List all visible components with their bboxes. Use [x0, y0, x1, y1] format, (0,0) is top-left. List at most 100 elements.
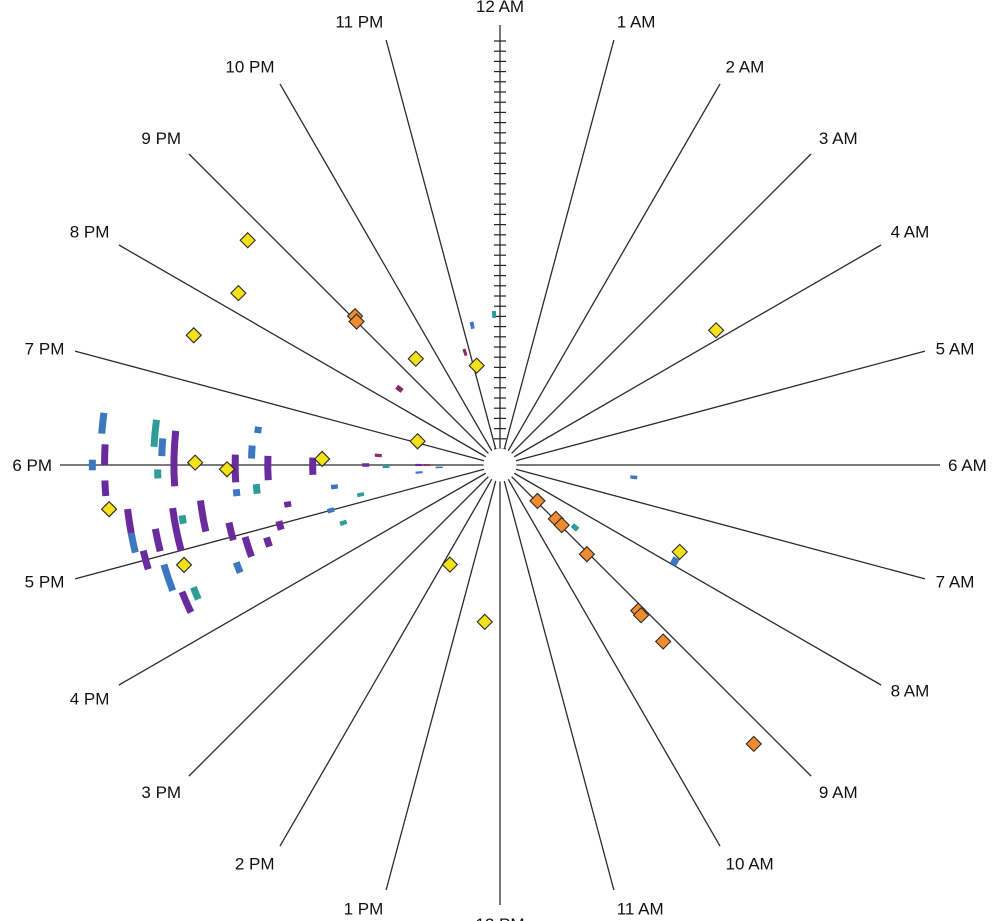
- arc-segment: [169, 507, 185, 552]
- arc-segment: [462, 348, 468, 357]
- arc-segment: [395, 384, 404, 393]
- hour-label: 7 PM: [25, 339, 65, 358]
- hour-label: 7 AM: [936, 573, 975, 592]
- diamond-marker: [239, 231, 256, 249]
- hour-labels: 12 AM 1 AM 2 AM 3 AM 4 AM 5 AM 6 AM 7 AM 8 AM 9 A…: [12, 0, 986, 921]
- arc-segment: [124, 508, 135, 534]
- hour-label: 8 AM: [891, 682, 930, 701]
- arc-segment: [263, 536, 273, 548]
- arc-segment: [225, 521, 237, 542]
- hour-label: 1 PM: [344, 900, 384, 919]
- hour-line: [513, 472, 882, 686]
- hour-label: 6 PM: [12, 456, 52, 475]
- arc-segment: [151, 528, 164, 553]
- arc-segment: [232, 561, 244, 574]
- hour-line: [503, 480, 615, 891]
- arc-segment: [330, 484, 339, 490]
- hour-line: [507, 478, 721, 847]
- arc-segment: [241, 535, 255, 558]
- diamond-marker: [218, 461, 236, 478]
- arc-segment: [339, 519, 348, 527]
- center-circle: [483, 448, 517, 482]
- arc-segment: [178, 514, 187, 525]
- hour-line: [188, 153, 490, 455]
- diamond-marker: [230, 284, 247, 302]
- hour-line: [507, 83, 721, 452]
- arc-segment: [326, 507, 335, 514]
- arc-segment: [98, 412, 108, 434]
- diamond-marker: [745, 735, 763, 753]
- hour-line: [279, 478, 493, 847]
- hour-label: 6 AM: [948, 456, 987, 475]
- hour-label: 3 PM: [141, 783, 181, 802]
- diamond-marker: [707, 321, 725, 339]
- hour-line: [118, 244, 487, 458]
- arc-segment: [275, 520, 285, 531]
- diamond-marker: [407, 350, 425, 368]
- arc-segment: [101, 480, 110, 497]
- hour-line: [118, 472, 487, 686]
- arc-segment: [170, 430, 180, 487]
- diamond-marker: [441, 556, 459, 573]
- hour-label: 12 PM: [475, 915, 524, 921]
- arc-segment: [127, 532, 139, 554]
- hour-label: 5 PM: [25, 573, 65, 592]
- arc-segment: [150, 419, 160, 448]
- hour-label: 5 AM: [936, 339, 975, 358]
- diamond-marker: [468, 357, 485, 374]
- hour-line: [385, 39, 497, 450]
- hour-label: 11 PM: [335, 12, 383, 31]
- arc-segment: [669, 556, 680, 567]
- hour-label: 2 AM: [726, 57, 765, 76]
- hour-label: 4 AM: [891, 223, 930, 242]
- arc-segment: [231, 454, 240, 483]
- hour-label: 12 AM: [476, 0, 524, 16]
- hour-line: [385, 480, 497, 891]
- diamond-marker: [186, 454, 204, 471]
- arc-segment: [197, 500, 210, 533]
- diamond-marker: [654, 633, 672, 650]
- hour-label: 3 AM: [819, 129, 858, 148]
- hour-label: 11 AM: [617, 900, 664, 919]
- arc-segment: [469, 321, 475, 330]
- hour-line: [510, 153, 812, 455]
- arc-segment: [160, 563, 176, 592]
- radial-axis-ticks: [494, 40, 506, 450]
- arc-segment: [232, 488, 241, 497]
- diamond-marker: [578, 545, 596, 563]
- diamond-marker: [100, 500, 118, 518]
- diamond-marker: [175, 556, 193, 574]
- diamond-marker: [348, 313, 365, 330]
- diamond-markers: [100, 231, 763, 753]
- arc-segment: [190, 586, 202, 601]
- arc-segment: [283, 500, 292, 508]
- hour-line: [513, 244, 882, 458]
- diamond-marker: [529, 492, 546, 510]
- arc-segment: [158, 438, 167, 457]
- diamond-marker: [185, 327, 202, 344]
- diamond-marker: [476, 613, 494, 631]
- hour-label: 9 PM: [141, 129, 181, 148]
- arc-segment: [356, 492, 365, 498]
- arc-segment: [252, 483, 261, 495]
- hour-label: 9 AM: [819, 783, 858, 802]
- hour-line: [74, 350, 485, 462]
- diamond-marker: [632, 606, 650, 624]
- hour-label: 2 PM: [235, 855, 275, 874]
- diamond-marker: [313, 450, 331, 468]
- arc-segment: [248, 445, 256, 459]
- arc-segment: [101, 444, 109, 466]
- diamond-marker: [671, 543, 688, 561]
- hour-line: [515, 468, 926, 580]
- arc-marks: [88, 310, 680, 614]
- hour-line: [515, 350, 926, 462]
- hour-line: [188, 475, 490, 777]
- arc-segment: [139, 549, 152, 571]
- diamond-marker: [409, 433, 426, 450]
- hour-label: 8 PM: [70, 223, 110, 242]
- hour-line: [503, 39, 615, 450]
- hour-label: 4 PM: [70, 690, 110, 709]
- hour-label: 10 PM: [225, 57, 274, 76]
